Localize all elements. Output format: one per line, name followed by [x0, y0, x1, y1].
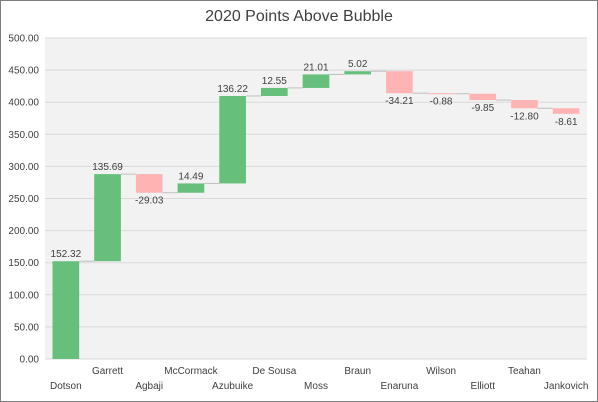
- waterfall-bar: [52, 261, 80, 359]
- waterfall-bar: [219, 95, 246, 184]
- category-label: Braun: [344, 366, 371, 377]
- data-label: 14.49: [178, 171, 203, 182]
- data-label: -8.61: [555, 117, 578, 128]
- category-label: Enaruna: [380, 381, 418, 392]
- data-label: -9.85: [471, 103, 494, 114]
- waterfall-bar: [386, 71, 413, 94]
- category-label: Jankovich: [544, 381, 588, 392]
- data-label: 136.22: [217, 84, 248, 95]
- waterfall-bar: [260, 87, 288, 96]
- y-tick-label: 300.00: [8, 162, 39, 173]
- category-label: Agbaji: [135, 381, 163, 392]
- y-tick-label: 100.00: [8, 290, 39, 301]
- waterfall-bar: [427, 93, 455, 95]
- data-label: -12.80: [510, 111, 539, 122]
- y-tick-label: 500.00: [8, 34, 39, 45]
- waterfall-bar: [302, 74, 330, 88]
- waterfall-bar: [552, 108, 580, 114]
- y-tick-label: 450.00: [8, 66, 39, 77]
- data-label: 21.01: [303, 62, 328, 73]
- chart-title: 2020 Points Above Bubble: [205, 8, 393, 25]
- y-tick-label: 200.00: [8, 226, 39, 237]
- y-tick-label: 150.00: [8, 258, 39, 269]
- waterfall-bar: [177, 183, 205, 193]
- data-label: -29.03: [135, 196, 164, 207]
- y-tick-label: 400.00: [8, 98, 39, 109]
- data-label: 12.55: [262, 76, 287, 87]
- category-label: Teahan: [508, 366, 541, 377]
- category-label: Elliott: [471, 381, 496, 392]
- data-label: 5.02: [348, 59, 368, 70]
- category-label: Azubuike: [212, 381, 254, 392]
- category-label: De Sousa: [252, 366, 296, 377]
- data-label: 135.69: [92, 162, 123, 173]
- y-tick-label: 0.00: [20, 355, 40, 366]
- data-label: 152.32: [51, 249, 82, 260]
- y-tick-label: 50.00: [14, 322, 39, 333]
- category-label: Dotson: [50, 381, 82, 392]
- waterfall-bar: [135, 174, 163, 193]
- waterfall-bar: [94, 174, 121, 262]
- category-label: Moss: [304, 381, 328, 392]
- data-label: -0.88: [430, 97, 453, 108]
- y-tick-label: 250.00: [8, 194, 39, 205]
- waterfall-bar: [344, 71, 372, 75]
- waterfall-bar: [511, 100, 538, 109]
- data-label: -34.21: [385, 96, 414, 107]
- waterfall-bar: [469, 93, 497, 101]
- category-label: Wilson: [426, 366, 456, 377]
- category-label: McCormack: [164, 366, 218, 377]
- category-label: Garrett: [92, 366, 123, 377]
- y-tick-label: 350.00: [8, 130, 39, 141]
